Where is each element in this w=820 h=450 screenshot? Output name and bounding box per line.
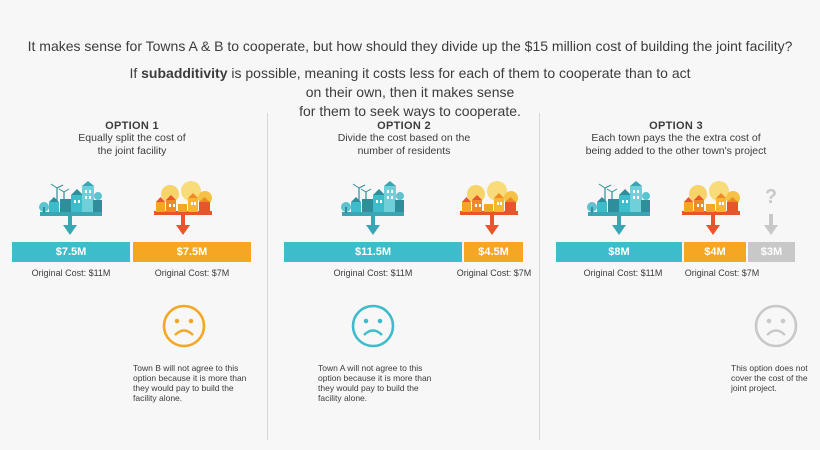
option-2-desc-line2: number of residents: [357, 145, 451, 157]
option-3-title: OPTION 3: [649, 120, 703, 132]
option-2-description: Divide the cost based on the number of r…: [284, 132, 524, 158]
option-3-unfunded-share: $3M: [748, 242, 795, 262]
arrow-down-icon: [706, 214, 720, 235]
subadditivity-explanation: If subadditivity is possible, meaning it…: [120, 64, 700, 121]
town-b-illustration: [682, 181, 740, 215]
option-2-title: OPTION 2: [377, 120, 431, 132]
option-1-town-a-original-cost: Original Cost: $11M: [31, 268, 111, 278]
subadditivity-term: subadditivity: [141, 65, 228, 81]
town-b-illustration: [154, 181, 212, 215]
town-a-illustration: [38, 180, 103, 217]
option-3-town-a-original-cost: Original Cost: $11M: [583, 268, 663, 278]
option-1-desc-line1: Equally split the cost of: [78, 132, 186, 144]
option-1-town-a-share: $7.5M: [12, 242, 130, 262]
option-3-town-b-original-cost: Original Cost: $7M: [684, 268, 760, 278]
option-3-desc-line2: being added to the other town's project: [585, 145, 767, 157]
option-3-town-a-share: $8M: [556, 242, 682, 262]
main-question: It makes sense for Towns A & B to cooper…: [27, 38, 793, 54]
option-2-town-a-original-cost: Original Cost: $11M: [333, 268, 413, 278]
sub-line2: for them to seek ways to cooperate.: [299, 103, 521, 119]
sub-prefix: If: [129, 65, 142, 81]
town-a-illustration: [340, 180, 405, 217]
option-1-note: Town B will not agree to this option bec…: [133, 363, 247, 403]
option-3-description: Each town pays the the extra cost of bei…: [556, 132, 796, 158]
option-2-note: Town A will not agree to this option bec…: [318, 363, 432, 403]
unknown-town-question-mark: ?: [764, 186, 778, 208]
sub-line1-rest: is possible, meaning it costs less for e…: [227, 65, 691, 100]
option-1-desc-line2: the joint facility: [97, 145, 167, 157]
divider-1: [267, 113, 268, 440]
option-2-town-a-share: $11.5M: [284, 242, 462, 262]
option-2-town-b-share: $4.5M: [464, 242, 523, 262]
sad-face-icon: [162, 304, 206, 348]
town-a-illustration: [586, 180, 651, 217]
town-b-illustration: [460, 181, 518, 215]
option-3-note: This option does not cover the cost of t…: [731, 363, 808, 393]
arrow-down-icon: [63, 214, 77, 235]
arrow-down-icon: [176, 214, 190, 235]
arrow-down-icon: [485, 214, 499, 235]
arrow-down-icon: [612, 214, 626, 235]
option-3-desc-line1: Each town pays the the extra cost of: [591, 132, 761, 144]
sad-face-icon: [754, 304, 798, 348]
option-2-town-b-original-cost: Original Cost: $7M: [456, 268, 532, 278]
divider-2: [539, 113, 540, 440]
arrow-down-icon: [366, 214, 380, 235]
sad-face-icon: [351, 304, 395, 348]
arrow-down-icon: [764, 214, 778, 235]
option-1-description: Equally split the cost of the joint faci…: [12, 132, 252, 158]
option-3-town-b-share: $4M: [684, 242, 746, 262]
option-1-town-b-share: $7.5M: [133, 242, 251, 262]
option-1-title: OPTION 1: [105, 120, 159, 132]
option-2-desc-line1: Divide the cost based on the: [337, 132, 471, 144]
option-1-town-b-original-cost: Original Cost: $7M: [154, 268, 230, 278]
